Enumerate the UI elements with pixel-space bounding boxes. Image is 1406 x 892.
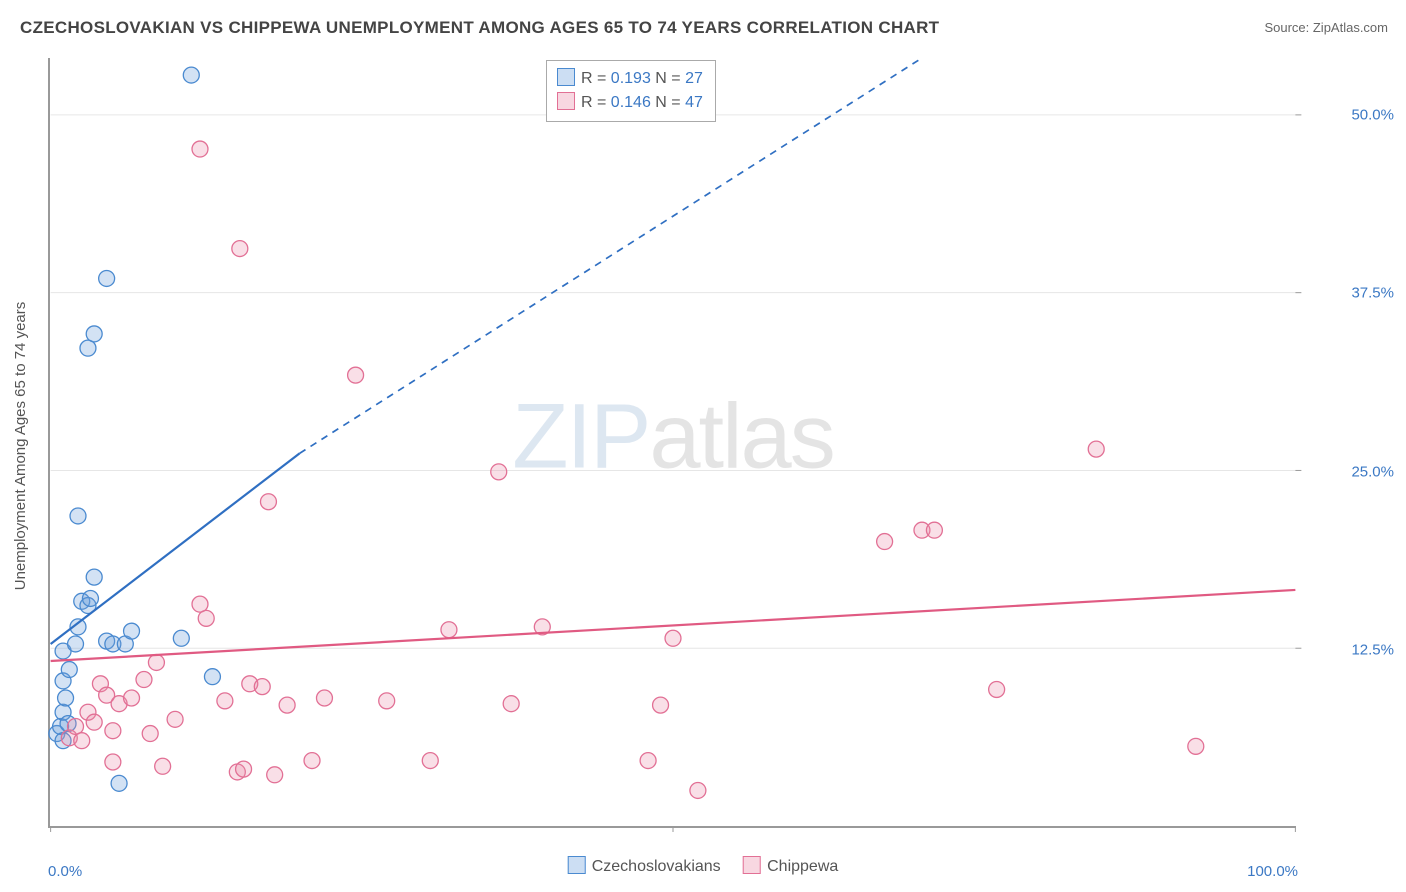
data-point xyxy=(155,758,171,774)
data-point xyxy=(68,718,84,734)
data-point xyxy=(379,693,395,709)
stats-legend-box: R = 0.193 N = 27 R = 0.146 N = 47 xyxy=(546,60,716,122)
data-point xyxy=(279,697,295,713)
data-point xyxy=(148,654,164,670)
data-point xyxy=(173,630,189,646)
data-point xyxy=(142,726,158,742)
chart-title: CZECHOSLOVAKIAN VS CHIPPEWA UNEMPLOYMENT… xyxy=(20,18,939,38)
r-label: R = xyxy=(581,94,611,111)
legend-label-pink: Chippewa xyxy=(767,858,838,875)
data-point xyxy=(136,672,152,688)
data-point xyxy=(204,669,220,685)
data-point xyxy=(58,690,74,706)
n-value: 27 xyxy=(685,70,703,87)
data-point xyxy=(105,754,121,770)
data-point xyxy=(86,326,102,342)
data-point xyxy=(167,711,183,727)
r-value: 0.193 xyxy=(611,70,651,87)
regression-line xyxy=(51,453,300,644)
data-point xyxy=(653,697,669,713)
stats-row-blue: R = 0.193 N = 27 xyxy=(557,67,703,91)
data-point xyxy=(61,662,77,678)
y-tick-label: 12.5% xyxy=(1351,641,1394,658)
source-prefix: Source: xyxy=(1264,20,1312,35)
plot-area: ZIPatlas xyxy=(48,58,1296,828)
data-point xyxy=(348,367,364,383)
legend-label-blue: Czechoslovakians xyxy=(592,858,721,875)
data-point xyxy=(491,464,507,480)
scatter-plot-svg xyxy=(50,58,1296,826)
x-tick-min: 0.0% xyxy=(48,863,82,880)
data-point xyxy=(441,622,457,638)
data-point xyxy=(236,761,252,777)
n-label: N = xyxy=(651,70,685,87)
y-axis-label: Unemployment Among Ages 65 to 74 years xyxy=(12,302,29,591)
data-point xyxy=(111,775,127,791)
data-point xyxy=(217,693,233,709)
swatch-pink-icon xyxy=(743,856,761,874)
data-point xyxy=(192,141,208,157)
data-point xyxy=(124,690,140,706)
data-point xyxy=(192,596,208,612)
data-point xyxy=(86,569,102,585)
data-point xyxy=(1088,441,1104,457)
r-value: 0.146 xyxy=(611,94,651,111)
regression-line xyxy=(51,590,1296,661)
stats-row-pink: R = 0.146 N = 47 xyxy=(557,91,703,115)
r-label: R = xyxy=(581,70,611,87)
data-point xyxy=(86,714,102,730)
y-tick-label: 50.0% xyxy=(1351,107,1394,124)
n-label: N = xyxy=(651,94,685,111)
data-point xyxy=(503,696,519,712)
data-point xyxy=(640,753,656,769)
source-name: ZipAtlas.com xyxy=(1313,20,1388,35)
data-point xyxy=(99,270,115,286)
source-attribution: Source: ZipAtlas.com xyxy=(1264,20,1388,35)
data-point xyxy=(198,610,214,626)
data-point xyxy=(68,636,84,652)
data-point xyxy=(105,723,121,739)
data-point xyxy=(877,534,893,550)
data-point xyxy=(989,681,1005,697)
data-point xyxy=(82,590,98,606)
data-point xyxy=(254,679,270,695)
swatch-blue-icon xyxy=(568,856,586,874)
data-point xyxy=(74,733,90,749)
data-point xyxy=(422,753,438,769)
y-tick-label: 37.5% xyxy=(1351,285,1394,302)
data-point xyxy=(690,782,706,798)
swatch-pink-icon xyxy=(557,92,575,110)
data-point xyxy=(232,241,248,257)
data-point xyxy=(124,623,140,639)
swatch-blue-icon xyxy=(557,68,575,86)
data-point xyxy=(267,767,283,783)
data-point xyxy=(304,753,320,769)
data-point xyxy=(316,690,332,706)
data-point xyxy=(665,630,681,646)
data-point xyxy=(70,508,86,524)
n-value: 47 xyxy=(685,94,703,111)
y-tick-label: 25.0% xyxy=(1351,463,1394,480)
data-point xyxy=(183,67,199,83)
data-point xyxy=(80,340,96,356)
data-point xyxy=(926,522,942,538)
data-point xyxy=(260,494,276,510)
legend-bottom: Czechoslovakians Chippewa xyxy=(568,856,839,876)
data-point xyxy=(1188,738,1204,754)
x-tick-max: 100.0% xyxy=(1247,863,1298,880)
